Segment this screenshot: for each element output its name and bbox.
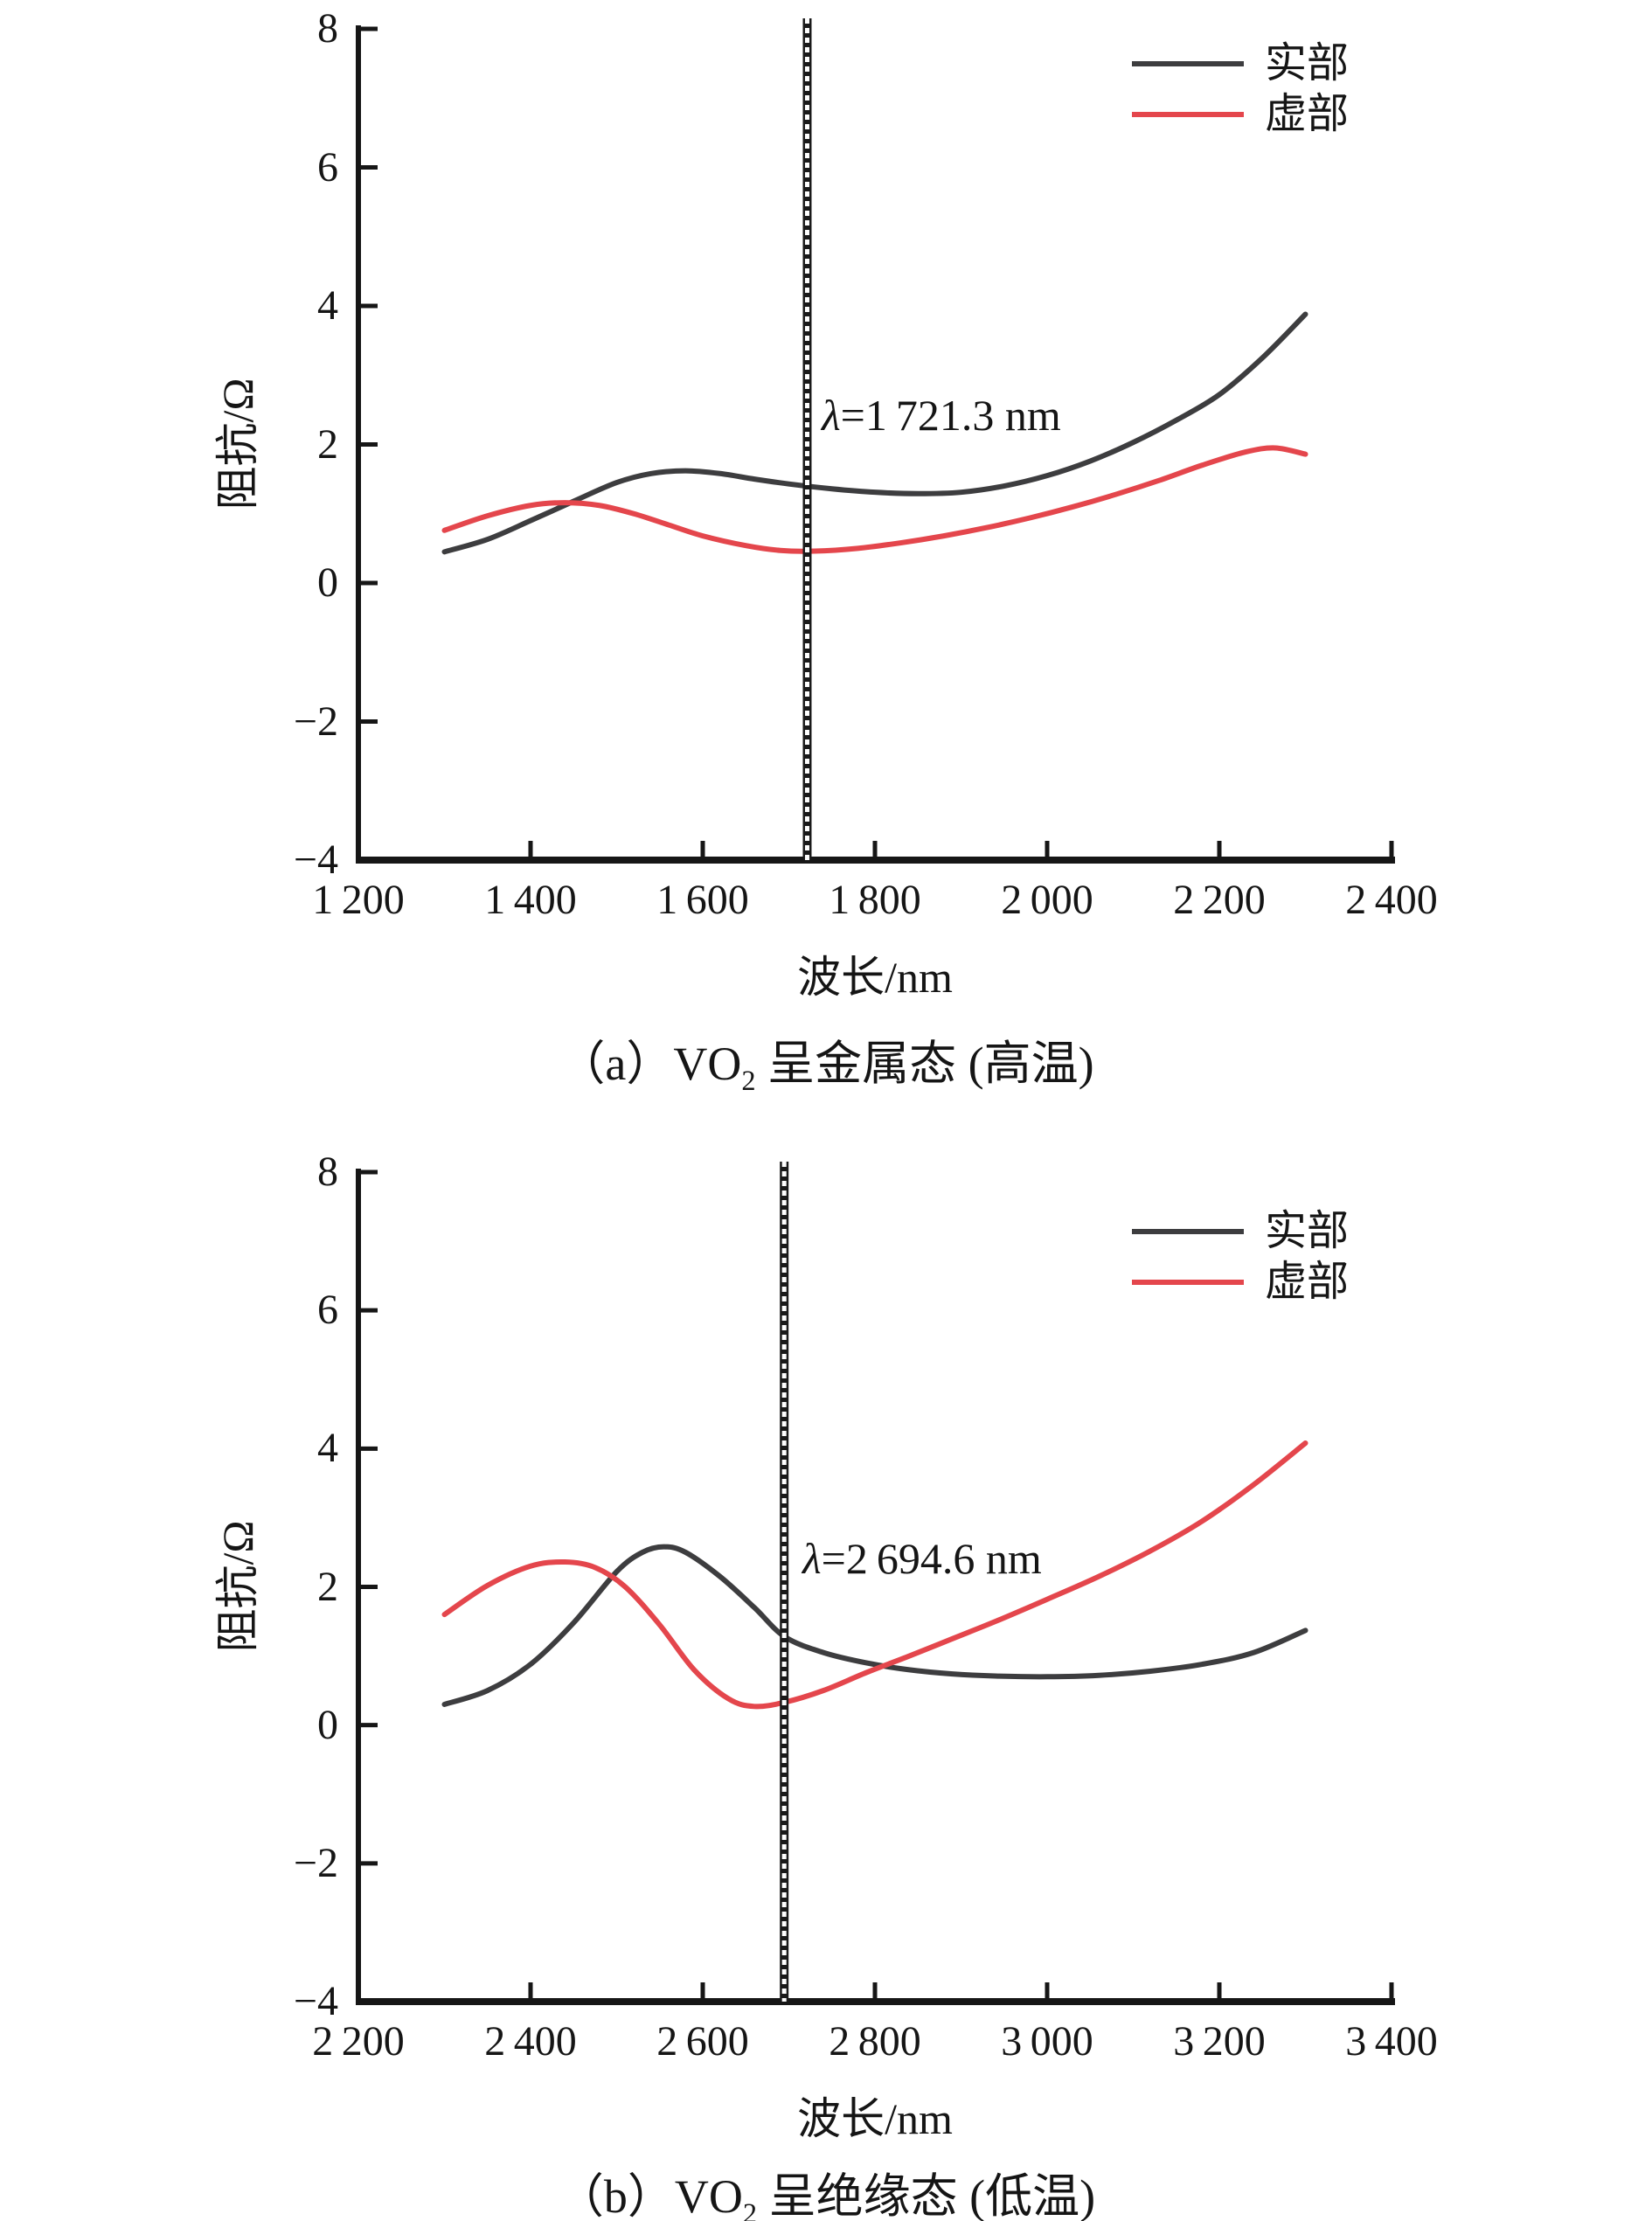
legend-line-imag (1132, 1280, 1244, 1285)
legend-label-imag: 虚部 (1265, 91, 1350, 137)
y-tick-label: 6 (317, 1287, 338, 1334)
x-tick-label: 1 800 (829, 877, 921, 923)
x-tick-label: 2 400 (484, 2018, 577, 2065)
x-tick-label: 1 600 (656, 877, 749, 923)
x-tick-label: 2 800 (829, 2018, 921, 2065)
y-tick-label: −2 (293, 1839, 338, 1886)
legend-label-imag: 虚部 (1265, 1259, 1350, 1305)
x-tick-label: 1 200 (312, 877, 405, 923)
y-tick-label: −4 (293, 1978, 338, 2024)
y-tick-label: 2 (317, 1563, 338, 1610)
legend-a: 实部 虚部 (1132, 38, 1349, 140)
legend-line-real (1132, 61, 1244, 66)
caption-a-prefix: （a）VO (558, 1038, 742, 1090)
caption-b-sub: 2 (742, 2197, 758, 2221)
legend-line-real (1132, 1229, 1244, 1234)
y-tick-label: 4 (317, 1425, 338, 1472)
x-tick-label: 3 400 (1345, 2018, 1438, 2065)
caption-a-suffix: 呈金属态 (高温) (755, 1038, 1094, 1090)
y-tick-label: 8 (317, 1149, 338, 1195)
legend-label-real: 实部 (1265, 40, 1350, 87)
y-tick-label: 2 (317, 420, 338, 468)
series-real-curve (441, 311, 1308, 555)
y-tick-label: 0 (317, 1701, 338, 1748)
series-imag-curve (441, 445, 1308, 554)
marker-annotation-b: λ=2 694.6 nm (802, 1534, 1042, 1583)
x-tick-label: 2 000 (1001, 877, 1093, 923)
x-tick-label: 2 600 (656, 2018, 749, 2065)
caption-b: （b）VO2 呈绝缘态 (低温) (0, 2157, 1652, 2221)
y-tick-label: −2 (293, 698, 338, 745)
legend-item-real: 实部 (1132, 1206, 1349, 1257)
caption-a: （a）VO2 呈金属态 (高温) (0, 1024, 1652, 1098)
x-tick-label: 1 400 (484, 877, 577, 923)
series-real-curve (441, 1544, 1308, 1707)
caption-b-suffix: 呈绝缘态 (低温) (757, 2170, 1096, 2221)
legend-b: 实部 虚部 (1132, 1206, 1349, 1308)
marker-annotation-a: λ=1 721.3 nm (822, 391, 1061, 440)
legend-item-imag: 虚部 (1132, 1257, 1349, 1308)
x-tick-label: 3 200 (1173, 2018, 1266, 2065)
x-tick-label: 3 000 (1001, 2018, 1093, 2065)
y-tick-label: 8 (317, 5, 338, 52)
x-tick-label: 2 200 (1173, 877, 1266, 923)
y-tick-label: 6 (317, 143, 338, 191)
x-axis-label-b: 波长/nm (797, 2094, 953, 2143)
caption-b-prefix: （b）VO (556, 2170, 743, 2221)
x-axis-label-a: 波长/nm (797, 953, 953, 1002)
legend-label-real: 实部 (1265, 1208, 1350, 1254)
legend-line-imag (1132, 112, 1244, 117)
x-tick-label: 2 400 (1345, 877, 1438, 923)
caption-a-sub: 2 (741, 1065, 756, 1097)
y-tick-label: −4 (293, 836, 338, 883)
y-tick-label: 0 (317, 559, 338, 606)
legend-item-imag: 虚部 (1132, 89, 1349, 140)
y-tick-label: 4 (317, 282, 338, 329)
x-tick-label: 2 200 (312, 2018, 405, 2065)
legend-item-real: 实部 (1132, 38, 1349, 89)
series-imag-curve (441, 1440, 1308, 1710)
